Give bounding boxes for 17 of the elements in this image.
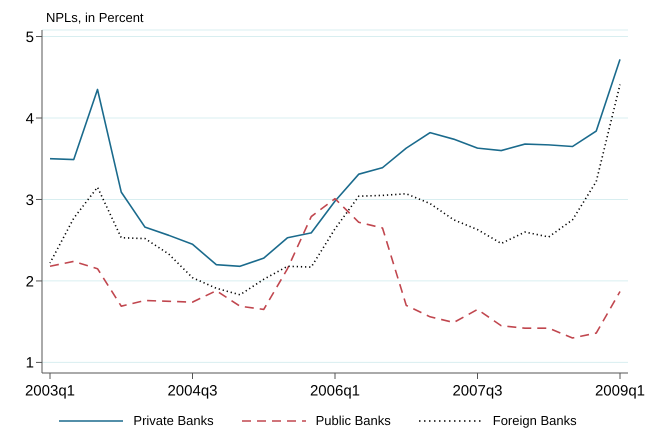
legend-label: Private Banks — [133, 413, 214, 428]
x-tick-label: 2006q1 — [310, 382, 360, 400]
y-tick-label: 3 — [26, 192, 34, 209]
line-series — [49, 58, 621, 268]
x-tick-label: 2004q3 — [167, 382, 218, 400]
legend-label: Public Banks — [316, 413, 391, 428]
y-tick-label: 4 — [26, 110, 34, 128]
x-tick-label: 2009q1 — [594, 382, 646, 400]
legend-label: Foreign Banks — [492, 413, 577, 428]
line-series — [49, 198, 621, 339]
line-series — [49, 84, 621, 296]
y-tick-label: 2 — [26, 273, 34, 290]
y-axis-title: NPLs, in Percent — [46, 10, 144, 25]
x-tick-label: 2007q3 — [452, 382, 503, 400]
y-tick-label: 1 — [26, 354, 34, 372]
x-tick-label: 2003q1 — [24, 382, 76, 400]
y-tick-label: 5 — [26, 28, 34, 46]
